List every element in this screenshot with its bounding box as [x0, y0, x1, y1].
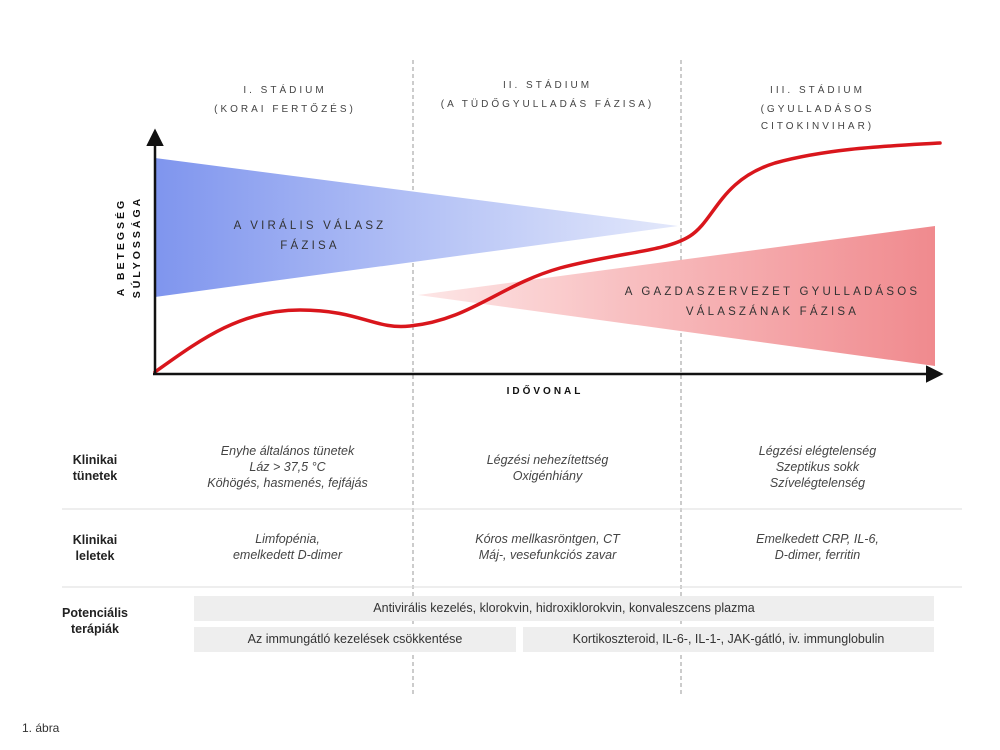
viral-response-wedge — [155, 158, 678, 297]
row-label-symptoms: Klinikai tünetek — [55, 452, 135, 484]
y-axis-label: A BETEGSÉG SÚLYOSSÁGA — [113, 177, 147, 317]
row-label-symptoms-line-2: tünetek — [72, 469, 118, 483]
symptoms-stage-3-line-3: Szívelégtelenség — [769, 476, 866, 490]
row-label-findings-line-1: Klinikai — [72, 533, 118, 547]
findings-stage-1-line-2: emelkedett D-dimer — [232, 548, 343, 562]
symptoms-stage-1-line-2: Láz > 37,5 °C — [249, 460, 326, 474]
symptoms-stage-2-line-1: Légzési nehezítettség — [486, 453, 609, 467]
findings-stage-2-line-1: Kóros mellkasröntgen, CT — [475, 532, 620, 546]
host-phase-label-line-2: VÁLASZÁNAK FÁZISA — [685, 306, 860, 318]
symptoms-stage-3: Légzési elégtelenség Szeptikus sokk Szív… — [700, 443, 935, 491]
stage-2-title: II. STÁDIUM — [502, 80, 593, 91]
stage-1-title: I. STÁDIUM — [243, 85, 327, 96]
x-axis-label: IDŐVONAL — [506, 386, 584, 397]
row-label-therapies: Potenciális terápiák — [50, 605, 140, 637]
host-phase-label: A GAZDASZERVEZET GYULLADÁSOS VÁLASZÁNAK … — [600, 282, 945, 322]
row-label-findings: Klinikai leletek — [55, 532, 135, 564]
findings-stage-1: Limfopénia, emelkedett D-dimer — [170, 531, 405, 563]
y-axis-label-line-1: A BETEGSÉG — [115, 197, 127, 297]
stage-2-header: II. STÁDIUM (A TÜDŐGYULLADÁS FÁZISA) — [420, 76, 675, 114]
findings-stage-3-line-1: Emelkedett CRP, IL-6, — [756, 532, 879, 546]
findings-stage-2-line-2: Máj-, vesefunkciós zavar — [478, 548, 617, 562]
y-axis-label-line-2: SÚLYOSSÁGA — [131, 195, 143, 299]
symptoms-stage-1-line-3: Köhögés, hasmenés, fejfájás — [207, 476, 368, 490]
symptoms-stage-3-line-2: Szeptikus sokk — [775, 460, 860, 474]
findings-stage-3: Emelkedett CRP, IL-6, D-dimer, ferritin — [700, 531, 935, 563]
stage-3-subtitle-line-2: CITOKINVIHAR) — [760, 121, 875, 132]
viral-phase-label-line-2: FÁZISA — [280, 240, 340, 252]
stage-3-title: III. STÁDIUM — [770, 85, 865, 96]
stage-1-subtitle: (KORAI FERTŐZÉS) — [214, 104, 356, 115]
symptoms-stage-1: Enyhe általános tünetek Láz > 37,5 °C Kö… — [170, 443, 405, 491]
findings-stage-2: Kóros mellkasröntgen, CT Máj-, vesefunkc… — [420, 531, 675, 563]
host-response-wedge — [418, 226, 935, 366]
row-label-therapies-line-2: terápiák — [71, 622, 119, 636]
figure-caption: 1. ábra — [22, 721, 60, 735]
viral-phase-label: A VIRÁLIS VÁLASZ FÁZISA — [205, 216, 415, 256]
viral-phase-label-line-1: A VIRÁLIS VÁLASZ — [233, 220, 387, 232]
row-label-symptoms-line-1: Klinikai — [72, 453, 118, 467]
severity-curve — [153, 141, 942, 374]
symptoms-stage-3-line-1: Légzési elégtelenség — [758, 444, 877, 458]
row-label-findings-line-2: leletek — [75, 549, 115, 563]
symptoms-stage-2: Légzési nehezítettség Oxigénhiány — [420, 452, 675, 484]
host-phase-label-line-1: A GAZDASZERVEZET GYULLADÁSOS — [624, 286, 921, 298]
stage-3-header: III. STÁDIUM (GYULLADÁSOS CITOKINVIHAR) — [700, 81, 935, 136]
findings-stage-3-line-2: D-dimer, ferritin — [774, 548, 861, 562]
symptoms-stage-2-line-2: Oxigénhiány — [512, 469, 583, 483]
findings-stage-1-line-1: Limfopénia, — [255, 532, 320, 546]
stage-2-subtitle: (A TÜDŐGYULLADÁS FÁZISA) — [440, 99, 655, 110]
stage-1-header: I. STÁDIUM (KORAI FERTŐZÉS) — [180, 81, 390, 119]
therapy-bar-reduce-immunosuppression: Az immungátló kezelések csökkentése — [194, 627, 516, 652]
row-label-therapies-line-1: Potenciális — [62, 606, 128, 620]
symptoms-stage-1-line-1: Enyhe általános tünetek — [220, 444, 355, 458]
stage-3-subtitle-line-1: (GYULLADÁSOS — [760, 104, 875, 115]
therapy-bar-antiviral: Antivirális kezelés, klorokvin, hidroxik… — [194, 596, 934, 621]
therapy-bar-immunomodulation: Kortikoszteroid, IL-6-, IL-1-, JAK-gátló… — [523, 627, 934, 652]
